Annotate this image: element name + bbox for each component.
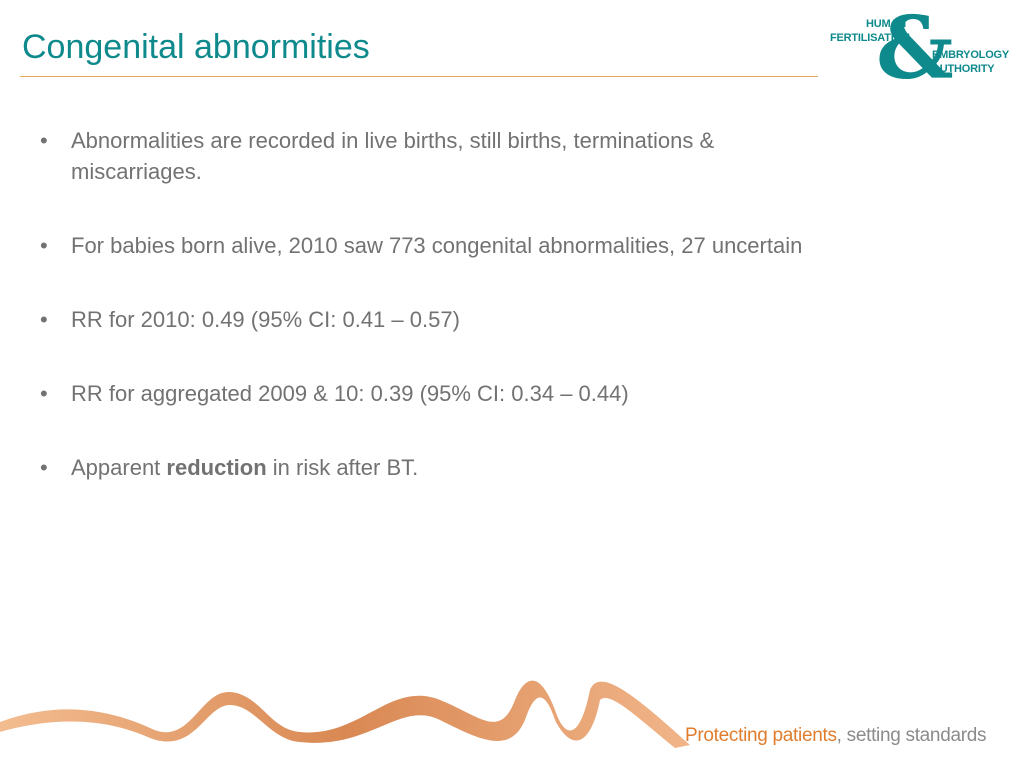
- bullet-item: RR for aggregated 2009 & 10: 0.39 (95% C…: [40, 378, 820, 409]
- footer-tagline: Protecting patients, setting standards: [685, 725, 987, 747]
- bullet-list: Abnormalities are recorded in live birth…: [40, 125, 820, 526]
- bullet-text-suffix: in risk after BT.: [266, 455, 419, 480]
- bullet-item: For babies born alive, 2010 saw 773 cong…: [40, 230, 820, 261]
- logo-line-human: HUMAN: [866, 18, 906, 30]
- logo-ampersand: &: [876, 0, 954, 99]
- slide-title: Congenital abnormities: [22, 28, 370, 66]
- bullet-text-prefix: Apparent: [71, 455, 167, 480]
- bullet-item: Apparent reduction in risk after BT.: [40, 452, 820, 483]
- title-divider: [20, 76, 818, 77]
- bullet-text-emphasis: reduction: [166, 455, 267, 480]
- hfea-logo: & HUMAN FERTILISATION EMBRYOLOGY AUTHORI…: [828, 6, 1010, 94]
- logo-line-embryology: EMBRYOLOGY: [932, 49, 1010, 61]
- bullet-item: Abnormalities are recorded in live birth…: [40, 125, 820, 187]
- tagline-rest: , setting standards: [836, 725, 987, 746]
- logo-line-fertilisation: FERTILISATION: [830, 32, 910, 44]
- bullet-item: RR for 2010: 0.49 (95% CI: 0.41 – 0.57): [40, 304, 820, 335]
- logo-line-authority: AUTHORITY: [932, 63, 995, 75]
- tagline-strong: Protecting patients: [685, 725, 837, 746]
- decorative-ribbon: [0, 680, 690, 748]
